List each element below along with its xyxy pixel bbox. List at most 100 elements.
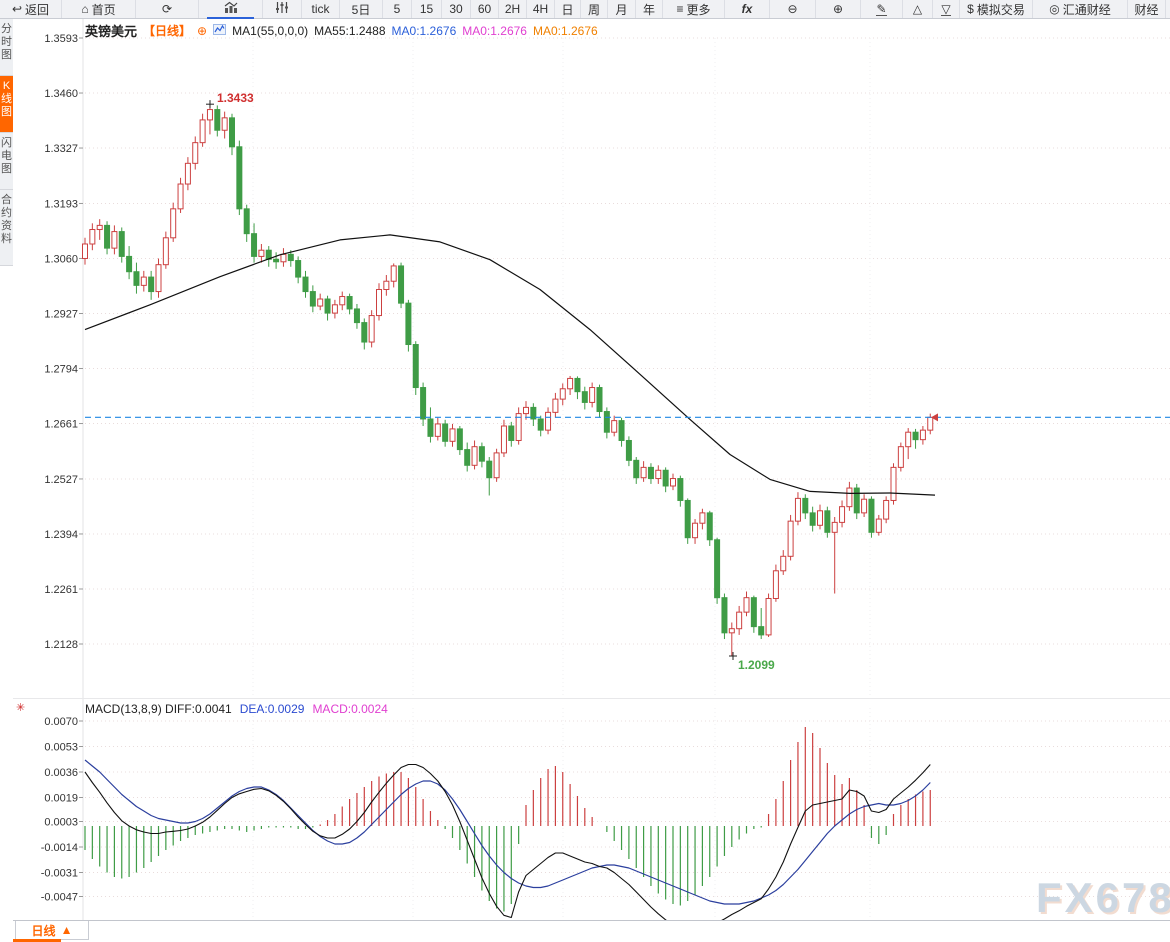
back-button-label: 返回 <box>25 2 50 17</box>
timeframe-15[interactable]: 15 <box>412 0 442 18</box>
zoom-out-button[interactable]: ⊖ <box>770 0 816 18</box>
timeframe-day[interactable]: 日 <box>555 0 581 18</box>
sidebar-item-contract-info[interactable]: 合约资料 <box>0 190 13 266</box>
period-tag: 【日线】 <box>143 24 192 38</box>
sidebar-item-kline[interactable]: K线图 <box>0 76 13 133</box>
timeframe-30[interactable]: 30 <box>442 0 471 18</box>
main-y-label: 1.3593 <box>44 33 78 45</box>
home-button[interactable]: ⌂ 首页 <box>62 0 136 18</box>
gridlines <box>85 37 1170 918</box>
ma0-value-blue: MA0:1.2676 <box>391 23 457 38</box>
timeframe-tick[interactable]: tick <box>302 0 340 18</box>
triangle-down-button[interactable]: ▽ <box>933 0 960 18</box>
main-y-label: 1.3193 <box>44 198 78 210</box>
line-chart-icon <box>213 23 227 38</box>
more-button-label: 更多 <box>686 2 711 17</box>
huitong-button[interactable]: ◎ 汇通财经 <box>1033 0 1128 18</box>
timeframe-5d[interactable]: 5日 <box>340 0 383 18</box>
high-price-label: 1.3433 <box>217 91 254 105</box>
timeframe-60[interactable]: 60 <box>471 0 499 18</box>
dollar-icon: $ <box>967 2 974 16</box>
timeframe-5d-label: 5日 <box>351 2 371 17</box>
timeframe-4h[interactable]: 4H <box>527 0 555 18</box>
ma0-value-magenta: MA0:1.2676 <box>462 23 527 38</box>
timeframe-tick-label: tick <box>311 2 330 16</box>
main-y-label: 1.2527 <box>44 474 78 486</box>
finance-button-label: 财经 <box>1134 2 1159 17</box>
triangle-up-icon: △ <box>912 2 923 16</box>
low-price-label: 1.2099 <box>738 658 775 672</box>
macd-y-label: -0.0031 <box>41 868 78 880</box>
timeframe-day-label: 日 <box>561 2 574 17</box>
huitong-logo-icon: ◎ <box>1049 2 1060 16</box>
timeframe-week-label: 周 <box>587 2 600 17</box>
watermark: FX678 <box>1036 874 1170 921</box>
timeframe-2h[interactable]: 2H <box>499 0 527 18</box>
macd-y-label: -0.0047 <box>41 892 78 904</box>
indicator-settings-icon[interactable]: ✳ <box>16 702 26 714</box>
macd-dea-value: DEA:0.0029 <box>239 702 305 716</box>
timeframe-15-label: 15 <box>419 2 434 16</box>
ma-settings-label: MA1(55,0,0,0) <box>232 23 309 38</box>
main-y-label: 1.2927 <box>44 308 78 320</box>
zoom-in-icon: ⊕ <box>832 2 844 16</box>
macd-histogram <box>84 727 931 912</box>
macd-macd-value: MACD:0.0024 <box>312 702 388 716</box>
main-y-label: 1.3460 <box>44 88 78 100</box>
finance-button[interactable]: 财经 <box>1128 0 1166 18</box>
more-button[interactable]: ≡ 更多 <box>663 0 725 18</box>
macd-y-label: 0.0003 <box>44 817 78 829</box>
main-y-label: 1.2261 <box>44 584 78 596</box>
triangle-down-icon: ▽ <box>941 1 951 16</box>
macd-y-label: 0.0036 <box>44 767 78 779</box>
macd-formula-diff: MACD(13,8,9) DIFF:0.0041 <box>85 702 232 716</box>
huitong-button-label: 汇通财经 <box>1062 2 1111 17</box>
home-button-label: 首页 <box>91 2 116 17</box>
candles-layer <box>82 104 934 656</box>
back-arrow-icon: ↩ <box>11 2 23 16</box>
period-selector-button[interactable]: 日线 ▲ <box>15 921 89 940</box>
ma55-value: MA55:1.2488 <box>314 23 386 38</box>
period-selector-label: 日线 <box>31 923 56 938</box>
timeframe-5[interactable]: 5 <box>383 0 412 18</box>
chart-type-button[interactable] <box>199 0 263 19</box>
draw-button[interactable]: ✎ <box>861 0 903 18</box>
main-y-label: 1.2128 <box>44 639 78 651</box>
macd-header: MACD(13,8,9) DIFF:0.0041 DEA:0.0029 MACD… <box>85 702 388 716</box>
timeframe-year[interactable]: 年 <box>636 0 663 18</box>
zoom-in-button[interactable]: ⊕ <box>816 0 861 18</box>
toolbar: ↩ 返回 ⌂ 首页 ⟳ tick 5日 5 15 30 60 2H 4H 日周月年 ≡ 更多 fx ⊖ ⊕ ✎ △ ▽ $ 模… <box>0 0 1170 19</box>
main-y-label: 1.3327 <box>44 143 78 155</box>
price-annotations: 1.3433 1.2099 <box>206 91 775 672</box>
demo-trade-button-label: 模拟交易 <box>976 2 1025 17</box>
timeframe-month[interactable]: 月 <box>608 0 636 18</box>
add-indicator-icon[interactable]: ⊕ <box>197 23 208 38</box>
timeframe-month-label: 月 <box>615 2 628 17</box>
sliders-icon <box>275 1 289 17</box>
timeframe-week[interactable]: 周 <box>581 0 608 18</box>
back-button[interactable]: ↩ 返回 <box>0 0 62 18</box>
refresh-button[interactable]: ⟳ <box>136 0 199 18</box>
demo-trade-button[interactable]: $ 模拟交易 <box>960 0 1033 18</box>
timeframe-2h-label: 2H <box>504 2 521 16</box>
main-y-label: 1.2661 <box>44 419 78 431</box>
sidebar-item-lightning[interactable]: 闪电图 <box>0 133 13 190</box>
macd-y-label: 0.0053 <box>44 742 78 754</box>
ma0-value-orange: MA0:1.2676 <box>532 23 598 38</box>
macd-y-label: 0.0019 <box>44 793 78 805</box>
timeframe-30-label: 30 <box>449 2 463 16</box>
menu-icon: ≡ <box>676 2 684 16</box>
timeframe-60-label: 60 <box>477 2 492 16</box>
main-y-label: 1.2394 <box>44 529 78 541</box>
zoom-out-icon: ⊖ <box>787 2 798 16</box>
timeframe-year-label: 年 <box>642 2 655 17</box>
chart-header: 英镑美元 【日线】 ⊕ MA1(55,0,0,0) MA55:1.2488 MA… <box>85 21 598 40</box>
dea-line <box>84 759 931 905</box>
triangle-up-button[interactable]: △ <box>903 0 933 18</box>
sidebar-item-time-share[interactable]: 分时图 <box>0 19 13 76</box>
indicator-button[interactable] <box>263 0 302 18</box>
fx-button[interactable]: fx <box>725 0 770 18</box>
refresh-icon: ⟳ <box>161 2 173 16</box>
main-y-label: 1.3060 <box>44 253 78 265</box>
